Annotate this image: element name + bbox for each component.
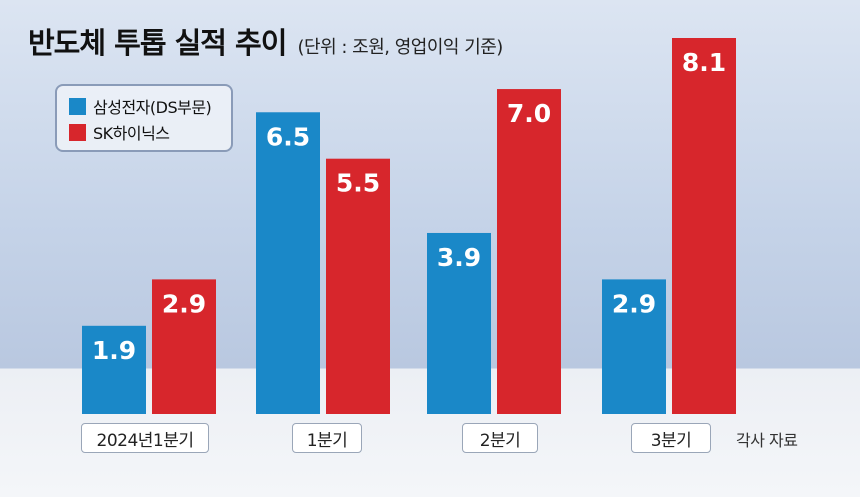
bar-hynix-0: [152, 279, 216, 414]
bar-hynix-2: [497, 89, 561, 414]
bar-samsung-0: [82, 325, 146, 414]
data-label-hynix-2: 7.0: [507, 99, 551, 128]
category-label-q3: 3분기: [631, 423, 711, 453]
data-label-samsung-0: 1.9: [92, 336, 136, 365]
legend-label-samsung: 삼성전자(DS부문): [93, 98, 212, 117]
bar-hynix-3: [672, 38, 736, 414]
category-label-q2: 2분기: [462, 423, 538, 453]
chart-title: 반도체 투톱 실적 추이: [28, 26, 287, 60]
bar-hynix-1: [326, 158, 390, 414]
bar-samsung-3: [602, 279, 666, 414]
title-row: 반도체 투톱 실적 추이 (단위 : 조원, 영업이익 기준): [28, 20, 503, 62]
bar-samsung-2: [427, 232, 491, 414]
legend-swatch-samsung: [69, 97, 86, 115]
data-label-hynix-0: 2.9: [162, 289, 206, 318]
legend-label-hynix: SK하이닉스: [93, 124, 170, 143]
category-label-2024q1: 2024년1분기: [81, 423, 209, 453]
legend-swatch-hynix: [69, 123, 86, 141]
legend-item-samsung: 삼성전자(DS부문): [69, 95, 212, 117]
legend: 삼성전자(DS부문) SK하이닉스: [55, 84, 233, 152]
data-label-hynix-3: 8.1: [682, 48, 726, 77]
data-label-hynix-1: 5.5: [336, 169, 380, 198]
source-note: 각사 자료: [736, 431, 798, 450]
chart-subtitle: (단위 : 조원, 영업이익 기준): [297, 37, 504, 58]
data-label-samsung-1: 6.5: [266, 122, 310, 151]
data-label-samsung-3: 2.9: [612, 289, 656, 318]
category-label-q1: 1분기: [292, 423, 362, 453]
legend-item-hynix: SK하이닉스: [69, 121, 170, 143]
data-label-samsung-2: 3.9: [437, 243, 481, 272]
bar-samsung-1: [256, 112, 320, 414]
